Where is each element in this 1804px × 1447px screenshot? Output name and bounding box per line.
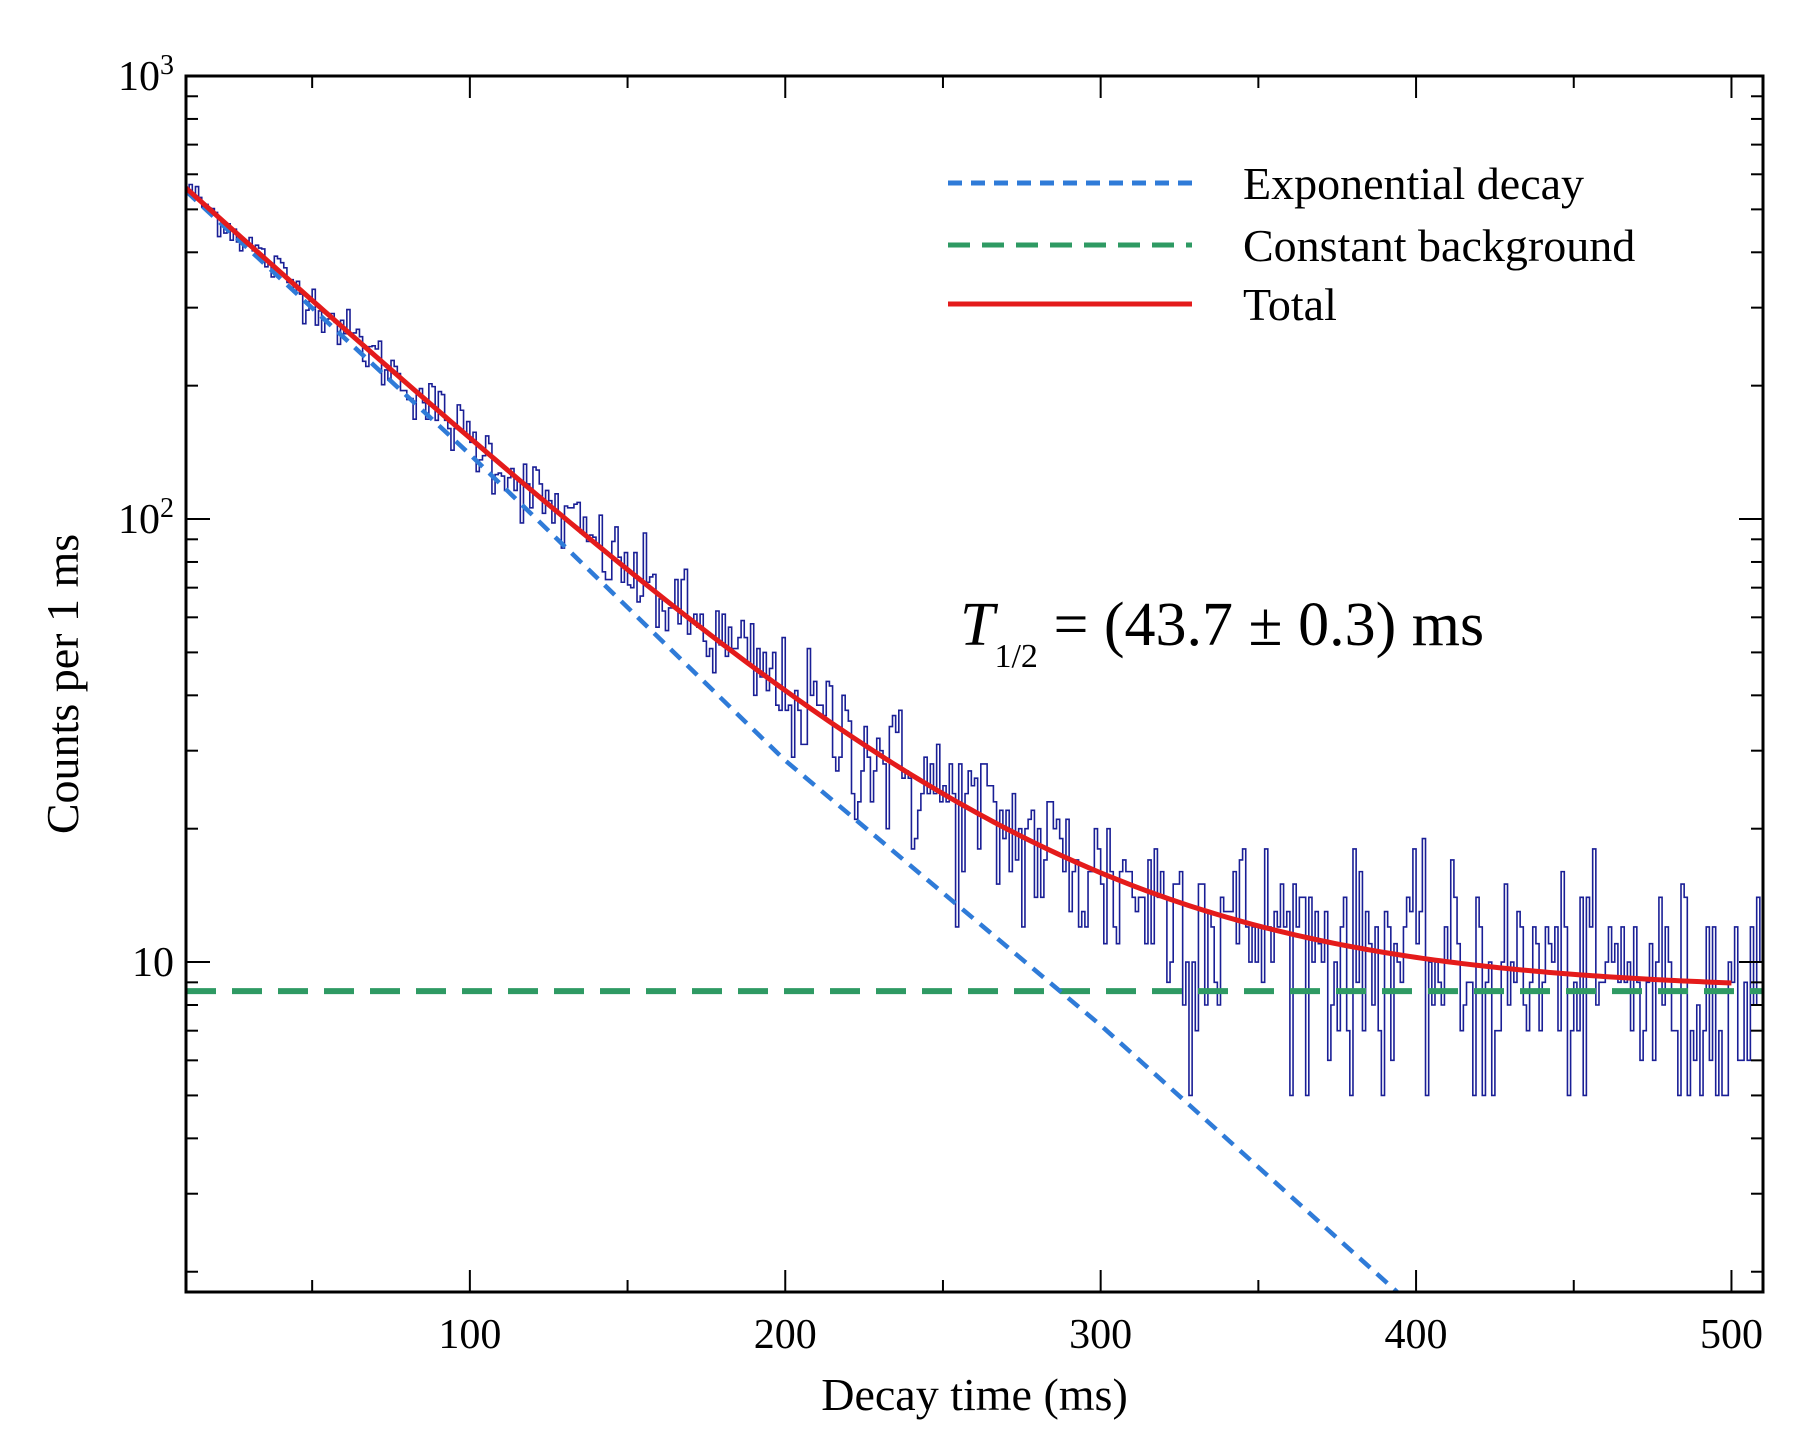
y-axis-title: Counts per 1 ms <box>37 534 88 834</box>
total-fit-line <box>184 186 1732 986</box>
y-tick-label: 10 <box>132 940 174 986</box>
x-tick-label: 100 <box>438 1312 501 1358</box>
y-tick-label: 102 <box>118 493 174 543</box>
legend-label: Total <box>1243 279 1337 330</box>
exponential-decay-line <box>184 189 1399 1294</box>
legend-label: Exponential decay <box>1243 158 1584 209</box>
legend-label: Constant background <box>1243 220 1635 271</box>
y-tick-label: 103 <box>118 50 174 100</box>
labels-layer: 100 200 300 400 500 10 102 103 Decay time (ms) Co… <box>37 50 1763 1420</box>
data-histogram-series <box>186 183 1763 1097</box>
ticks-layer <box>186 75 1763 1292</box>
x-tick-label: 400 <box>1385 1312 1448 1358</box>
legend: Exponential decay Constant background Tota… <box>948 158 1635 330</box>
half-life-annotation: T1/2 = (43.7 ± 0.3) ms <box>960 591 1484 675</box>
plot-frame <box>184 74 1765 1294</box>
x-tick-label: 200 <box>754 1312 817 1358</box>
series-layer <box>184 183 1763 1294</box>
x-tick-label: 500 <box>1700 1312 1763 1358</box>
x-axis-title: Decay time (ms) <box>821 1369 1128 1420</box>
half-life-text: T1/2 = (43.7 ± 0.3) ms <box>960 591 1484 675</box>
x-tick-label: 300 <box>1069 1312 1132 1358</box>
